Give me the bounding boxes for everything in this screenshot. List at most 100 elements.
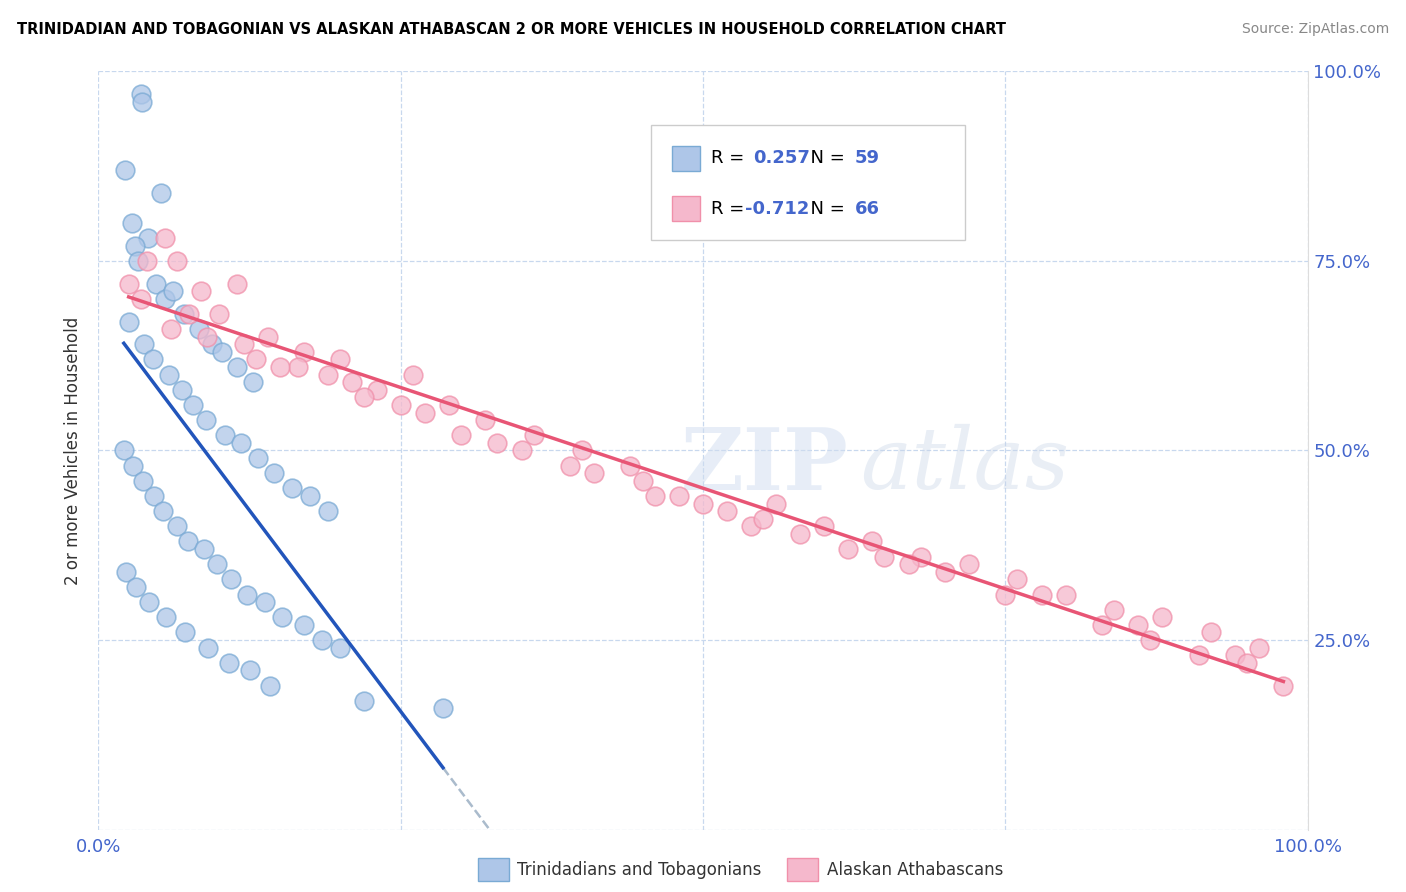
Point (523, 428, 546, 442)
Point (195, 330, 218, 344)
Point (197, 640, 219, 655)
Point (752, 512, 775, 526)
Point (510, 443, 533, 458)
Point (631, 474, 654, 488)
Point (214, 428, 236, 442)
Point (218, 656, 240, 670)
Point (994, 588, 1017, 602)
Point (134, 337, 156, 351)
Point (329, 352, 352, 367)
Point (236, 588, 259, 602)
Point (208, 307, 231, 321)
Point (1199, 625, 1222, 640)
Point (1102, 603, 1125, 617)
Text: Source: ZipAtlas.com: Source: ZipAtlas.com (1241, 22, 1389, 37)
Point (1152, 610, 1174, 624)
Point (254, 595, 277, 609)
Point (155, 610, 177, 624)
Point (765, 496, 787, 510)
Point (1249, 640, 1271, 655)
Point (692, 496, 714, 510)
Point (281, 482, 304, 496)
Point (1236, 656, 1258, 670)
Point (910, 549, 932, 564)
Point (112, 443, 135, 458)
Point (311, 633, 333, 648)
Y-axis label: 2 or more Vehicles in Household: 2 or more Vehicles in Household (63, 317, 82, 584)
Point (329, 640, 352, 655)
Point (157, 368, 180, 382)
Text: R =: R = (711, 200, 751, 218)
Point (934, 565, 956, 579)
Point (245, 352, 267, 367)
Text: 59: 59 (855, 150, 880, 168)
Point (136, 231, 159, 245)
Point (740, 519, 762, 533)
Point (287, 359, 309, 375)
Point (668, 489, 690, 503)
Text: -0.712: -0.712 (745, 200, 810, 218)
Point (166, 519, 188, 533)
Text: N =: N = (799, 150, 851, 168)
Point (118, 315, 141, 329)
Point (132, 474, 155, 488)
Point (316, 504, 339, 518)
Text: R =: R = (711, 150, 751, 168)
Point (292, 344, 315, 359)
Point (152, 504, 174, 518)
Point (558, 458, 581, 473)
Point (125, 580, 148, 594)
Point (571, 443, 593, 458)
Point (162, 285, 184, 299)
Point (619, 458, 641, 473)
Point (474, 413, 496, 427)
Point (118, 277, 141, 291)
Point (437, 398, 460, 412)
Point (135, 253, 157, 268)
Point (897, 557, 920, 572)
Point (263, 466, 285, 480)
Point (129, 87, 152, 102)
Point (174, 625, 197, 640)
Point (226, 359, 249, 375)
Point (1031, 588, 1053, 602)
Point (122, 458, 145, 473)
Point (170, 383, 193, 397)
Point (166, 253, 188, 268)
Point (129, 292, 152, 306)
Point (413, 405, 436, 420)
Point (432, 701, 454, 715)
Point (1091, 617, 1114, 632)
Point (201, 337, 224, 351)
Point (179, 307, 201, 321)
Point (353, 694, 375, 708)
Point (242, 376, 264, 390)
Point (389, 398, 412, 412)
Point (789, 526, 811, 541)
Point (583, 466, 606, 480)
Point (145, 277, 167, 291)
Point (292, 617, 315, 632)
Point (131, 95, 153, 109)
Point (177, 534, 200, 549)
Point (299, 489, 322, 503)
Point (1128, 617, 1150, 632)
Point (402, 368, 425, 382)
Point (873, 549, 896, 564)
Point (269, 359, 291, 375)
Point (150, 186, 173, 200)
Text: ZIP: ZIP (681, 424, 848, 508)
Point (138, 595, 160, 609)
Point (450, 428, 472, 442)
Point (1188, 648, 1211, 662)
Point (211, 344, 233, 359)
Point (957, 557, 980, 572)
Point (173, 307, 195, 321)
Point (181, 398, 204, 412)
Point (1054, 588, 1077, 602)
Point (115, 565, 138, 579)
Point (366, 383, 388, 397)
Point (644, 489, 666, 503)
Point (143, 489, 166, 503)
Point (860, 534, 883, 549)
